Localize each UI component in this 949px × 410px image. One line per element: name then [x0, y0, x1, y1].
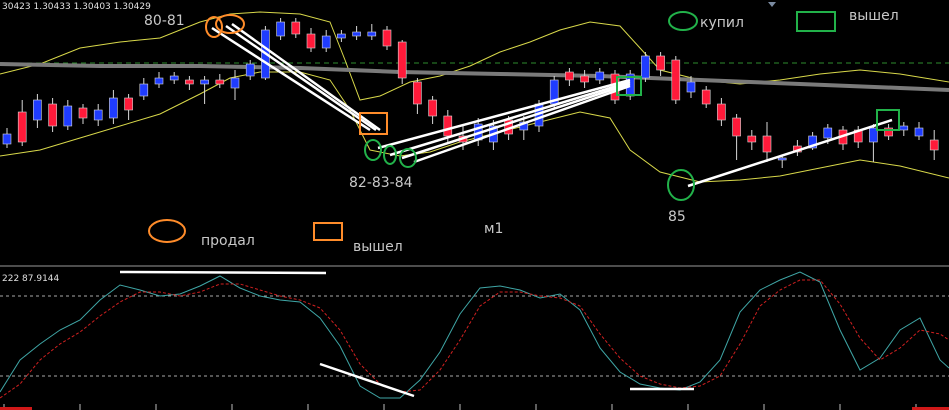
candle-body	[413, 81, 422, 105]
candle-body	[306, 33, 316, 49]
candle-body	[276, 21, 285, 37]
legend-exited-marker-top	[796, 11, 836, 32]
buy-marker	[399, 148, 417, 168]
candle-body	[169, 75, 179, 81]
top-arrow	[768, 2, 776, 7]
candle-body	[777, 157, 787, 161]
candle-body	[641, 55, 650, 79]
oscillator-readout: 222 87.9144	[2, 274, 60, 284]
candle-body	[245, 63, 255, 77]
buy-marker	[667, 169, 695, 201]
candle-body	[717, 103, 726, 121]
candle-body	[17, 111, 27, 143]
candle-body	[63, 105, 73, 127]
oscillator-trend-line	[119, 270, 327, 275]
candle-body	[823, 127, 833, 139]
buy-marker	[383, 145, 397, 165]
legend-bought-label: купил	[700, 15, 744, 31]
candle-body	[215, 79, 225, 85]
exit-marker	[876, 109, 900, 131]
candle-body	[291, 21, 301, 35]
candle-body	[48, 103, 57, 127]
timeframe-label: м1	[484, 221, 503, 237]
candle-body	[337, 33, 346, 39]
trend-line	[231, 22, 381, 132]
trend-line	[225, 24, 377, 132]
candle-body	[899, 125, 909, 131]
candle-body	[200, 79, 209, 85]
candle-body	[33, 99, 42, 121]
envelope-lower	[0, 71, 949, 183]
candle-body	[78, 107, 88, 119]
candle-body	[230, 77, 240, 89]
legend-exited-label-top: вышел	[849, 8, 899, 24]
candle-body	[565, 71, 574, 81]
oscillator-main-line	[0, 271, 949, 399]
legend-exited-marker-bottom	[313, 222, 343, 241]
candle-body	[732, 117, 741, 137]
moving-average	[0, 62, 949, 92]
price-panel	[0, 2, 949, 243]
oscillator-panel	[0, 270, 949, 410]
candle-body	[321, 35, 331, 49]
candle-body	[580, 75, 589, 83]
exit-marker	[616, 76, 642, 96]
candle-body	[397, 41, 407, 79]
candle-body	[929, 139, 939, 151]
oscillator-signal-line	[0, 279, 949, 399]
candle-body	[185, 79, 194, 85]
candle-body	[762, 135, 772, 153]
ohlc-readout: 30423 1.30433 1.30403 1.30429	[2, 2, 151, 12]
candle-body	[747, 135, 757, 143]
legend-sold-label: продал	[201, 233, 255, 249]
trend-line	[687, 118, 893, 188]
oscillator-trend-line	[319, 362, 415, 398]
candle-body	[154, 77, 164, 85]
buy-marker	[364, 139, 382, 161]
candle-body	[808, 135, 817, 149]
candle-body	[701, 89, 711, 105]
candle-body	[595, 71, 605, 81]
trend-line	[413, 84, 631, 164]
candle-body	[109, 97, 118, 119]
trend-line	[211, 26, 371, 132]
candle-body	[428, 99, 437, 117]
candle-body	[884, 127, 893, 137]
candle-body	[656, 55, 665, 71]
legend-sold-marker	[148, 219, 186, 243]
candle-body	[382, 29, 392, 47]
mark-label-80-81: 80-81	[144, 13, 185, 29]
bottom-red-marker	[0, 407, 32, 410]
legend-bought-marker	[668, 11, 698, 31]
candle-body	[914, 127, 924, 137]
candle-body	[443, 115, 453, 137]
candle-body	[686, 81, 696, 93]
mark-label-85: 85	[668, 209, 686, 225]
candle-body	[2, 133, 12, 145]
candle-body	[124, 97, 133, 111]
trend-line	[377, 78, 631, 150]
exit-marker	[359, 112, 388, 135]
candle-body	[367, 31, 377, 37]
candle-body	[352, 31, 361, 37]
candle-body	[671, 59, 681, 101]
trend-line	[401, 82, 631, 160]
candle-body	[139, 83, 149, 97]
candle-body	[93, 109, 103, 121]
mark-label-82-84: 82-83-84	[349, 175, 413, 191]
sell-marker	[205, 16, 223, 38]
candle-body	[869, 127, 878, 143]
sell-marker	[215, 14, 245, 34]
trend-line	[389, 80, 631, 157]
bottom-red-marker	[912, 407, 949, 410]
legend-exited-label-bottom: вышел	[353, 239, 403, 255]
